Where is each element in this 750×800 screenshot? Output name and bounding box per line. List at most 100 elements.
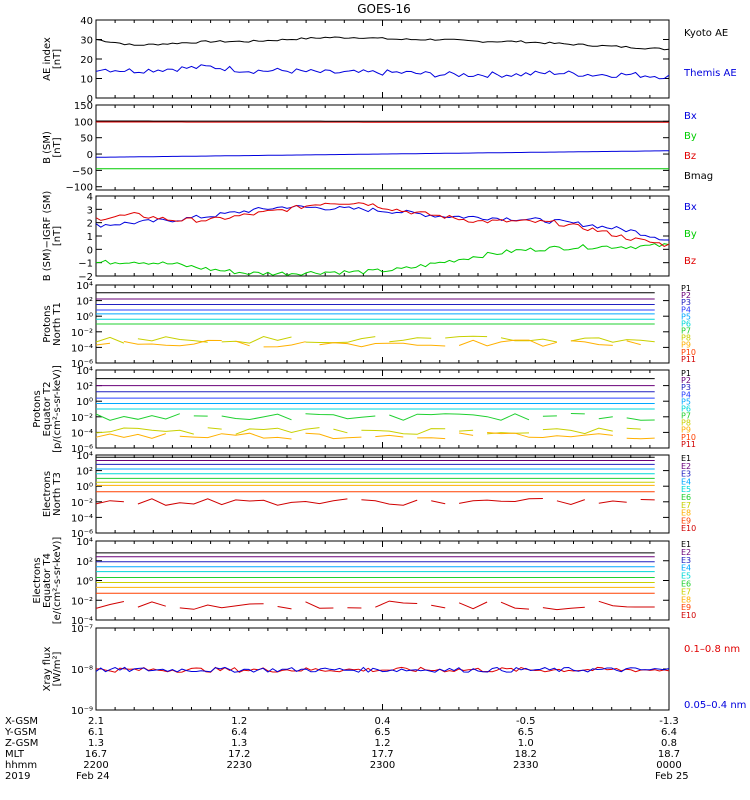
legend-entry: 0.1–0.8 nm bbox=[684, 644, 740, 655]
y-tick-label: 10⁻⁹ bbox=[71, 706, 93, 717]
y-tick-label: 1 bbox=[87, 232, 93, 243]
x-tick-label: 18.2 bbox=[515, 749, 537, 760]
legend-entry: P10 bbox=[681, 433, 696, 442]
y-tick-label: 50 bbox=[80, 134, 93, 145]
legend-entry: Bz bbox=[684, 151, 696, 162]
series-line bbox=[319, 342, 446, 348]
series-line bbox=[458, 339, 558, 347]
series-line bbox=[221, 335, 292, 344]
x-tick-label: 2330 bbox=[513, 760, 538, 771]
series-line bbox=[235, 340, 250, 347]
legend-entry: P2 bbox=[681, 376, 691, 385]
legend-entry: E1 bbox=[681, 454, 691, 463]
series-line bbox=[542, 606, 585, 611]
y-tick-label: −2 bbox=[78, 272, 93, 283]
series-line bbox=[95, 243, 670, 276]
panel-p1: 10⁴ 10² 10⁰ 10⁻² 10⁻⁴ 10⁻⁶ Protons North T1 P1P2… bbox=[42, 281, 696, 370]
series-line bbox=[333, 428, 348, 434]
legend-entry: Bx bbox=[684, 202, 697, 213]
legend-entry: P6 bbox=[681, 404, 691, 413]
series-line bbox=[626, 437, 655, 440]
series-line bbox=[95, 336, 125, 344]
series-line bbox=[389, 413, 530, 421]
y-tick-label: 10⁻⁴ bbox=[71, 428, 93, 439]
legend-entry: E10 bbox=[681, 611, 696, 620]
panel-frame bbox=[95, 104, 670, 191]
y-axis-label: [nT] bbox=[52, 49, 63, 69]
y-tick-label: 0 bbox=[87, 150, 93, 161]
series-line bbox=[626, 340, 641, 346]
series-line bbox=[500, 337, 558, 343]
series-line bbox=[375, 600, 418, 608]
y-axis-label: Protons bbox=[42, 305, 53, 342]
series-line bbox=[598, 500, 627, 504]
legend-entry: P4 bbox=[681, 390, 691, 399]
y-tick-label: 10⁴ bbox=[76, 366, 93, 377]
y-axis-label: B (SM)−IGRF (SM) bbox=[42, 191, 53, 282]
y-axis-label: [nT] bbox=[52, 226, 63, 246]
series-line bbox=[305, 601, 334, 609]
y-axis-label: Xray flux bbox=[42, 647, 53, 692]
series-line bbox=[459, 429, 474, 432]
legend-entry: E3 bbox=[681, 470, 691, 479]
series-line bbox=[207, 427, 222, 430]
x-tick-label: 1.3 bbox=[231, 738, 247, 749]
panel-xray: 10⁻⁷ 10⁻⁸ 10⁻⁹ Xray flux [W/m²] 0.1–0.8 nm 0.0… bbox=[42, 624, 746, 717]
legend-entry: E8 bbox=[681, 509, 691, 518]
x-tick-label: 1.2 bbox=[375, 738, 391, 749]
y-tick-label: −100 bbox=[66, 183, 93, 194]
panel-frame bbox=[95, 454, 670, 534]
series-line bbox=[598, 416, 613, 420]
series-line bbox=[137, 498, 348, 506]
legend-entry: 0.05–0.4 nm bbox=[684, 700, 746, 711]
x-tick-label: 2200 bbox=[83, 760, 108, 771]
series-line bbox=[95, 413, 180, 421]
y-tick-label: 10⁰ bbox=[76, 397, 93, 408]
y-tick-label: 10⁻⁸ bbox=[71, 665, 93, 676]
series-line bbox=[123, 339, 222, 347]
x-tick-label: -1.3 bbox=[659, 716, 679, 727]
y-tick-label: 10² bbox=[76, 467, 93, 478]
panel-frame bbox=[95, 19, 670, 99]
series-line bbox=[542, 427, 613, 435]
x-row-label: 2019 bbox=[5, 771, 30, 782]
x-tick-label: 1.0 bbox=[518, 738, 534, 749]
x-tick-label: Feb 25 bbox=[655, 771, 689, 782]
figure-title: GOES-16 bbox=[357, 2, 411, 16]
series-line bbox=[305, 413, 376, 420]
series-line bbox=[458, 601, 488, 610]
series-line bbox=[277, 606, 292, 610]
legend-entry: By bbox=[684, 131, 697, 142]
legend-entry: P5 bbox=[681, 397, 691, 406]
series-line bbox=[95, 204, 669, 241]
y-tick-label: 100 bbox=[74, 117, 93, 128]
series-line bbox=[95, 666, 670, 673]
x-tick-label: 0.8 bbox=[661, 738, 677, 749]
legend-entry: E6 bbox=[681, 580, 691, 589]
y-axis-label: AE index bbox=[42, 37, 53, 81]
x-tick-label: 6.5 bbox=[375, 727, 391, 738]
series-line bbox=[179, 432, 292, 440]
x-tick-label: 6.1 bbox=[88, 727, 104, 738]
y-tick-label: 10⁻⁶ bbox=[71, 529, 93, 540]
legend-entry: P9 bbox=[681, 341, 691, 350]
y-tick-label: 10² bbox=[76, 557, 93, 568]
legend-entry: P1 bbox=[681, 284, 691, 293]
legend-entry: P3 bbox=[681, 383, 691, 392]
legend-entry: E7 bbox=[681, 501, 691, 510]
legend-entry: E9 bbox=[681, 516, 691, 525]
x-tick-label: 18.7 bbox=[658, 749, 680, 760]
series-line bbox=[626, 417, 655, 421]
legend-entry: P5 bbox=[681, 312, 691, 321]
series-line bbox=[221, 413, 292, 421]
y-axis-label: Electrons bbox=[42, 471, 53, 517]
series-line bbox=[431, 500, 446, 505]
y-tick-label: 10⁴ bbox=[76, 281, 93, 292]
series-line bbox=[95, 342, 111, 346]
series-line bbox=[96, 150, 669, 158]
y-tick-label: 40 bbox=[80, 16, 93, 27]
y-axis-label: [nT] bbox=[52, 137, 63, 157]
y-tick-label: 10² bbox=[76, 297, 93, 308]
series-line bbox=[556, 499, 585, 506]
